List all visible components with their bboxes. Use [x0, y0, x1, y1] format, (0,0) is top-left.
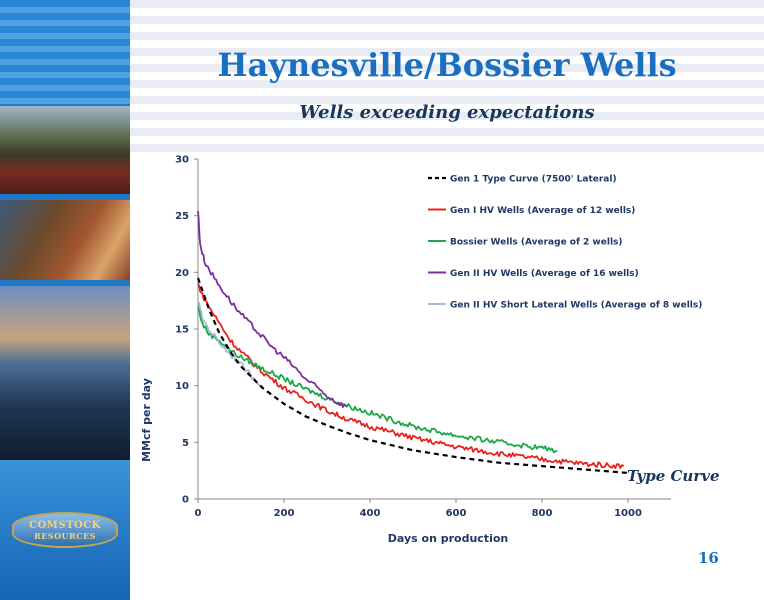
sidebar: COMSTOCK RESOURCES [0, 0, 130, 600]
decline-chart: 0 5 10 15 20 25 30 0 200 400 600 800 1000 Gen 1 Type… [140, 155, 720, 546]
logo-line-2: RESOURCES [34, 531, 96, 541]
y-axis-label: MMcf per day [140, 378, 153, 462]
y-tick-label: 30 [175, 155, 189, 166]
page-number: 16 [698, 549, 719, 567]
x-tick-label: 400 [360, 508, 381, 519]
logo-line-1: COMSTOCK [29, 520, 101, 531]
legend-label-2: Bossier Wells (Average of 2 wells) [450, 238, 623, 248]
x-tick-label: 800 [532, 508, 553, 519]
legend-label-4: Gen II HV Short Lateral Wells (Average o… [450, 301, 702, 311]
legend-label-0: Gen 1 Type Curve (7500' Lateral) [450, 175, 617, 185]
slide-subtitle: Wells exceeding expectations [299, 102, 595, 123]
series-line-2 [197, 306, 558, 454]
legend-label-1: Gen I HV Wells (Average of 12 wells) [450, 206, 635, 216]
series-line-3 [197, 210, 347, 408]
x-tick-label: 200 [274, 508, 295, 519]
comstock-logo: COMSTOCK RESOURCES [12, 512, 118, 548]
rig-worker-photo [0, 200, 130, 280]
y-tick-label: 20 [175, 268, 189, 279]
slide-title: Haynesville/Bossier Wells [217, 46, 677, 84]
y-tick-label: 15 [175, 325, 189, 336]
type-curve-annotation: Type Curve [627, 467, 720, 485]
series-line-0 [196, 277, 629, 474]
rig-lake-photo [0, 286, 130, 460]
y-tick-label: 0 [182, 495, 189, 506]
y-tick-label: 5 [182, 438, 189, 449]
x-axis-label: Days on production [388, 532, 508, 545]
series-line-1 [197, 282, 625, 470]
sidebar-stripes [0, 0, 130, 104]
x-tick-label: 1000 [614, 508, 642, 519]
x-tick-label: 600 [446, 508, 467, 519]
series-line-4 [197, 301, 263, 388]
chart-series [196, 210, 629, 474]
x-tick-label: 0 [195, 508, 202, 519]
header-stripes [130, 0, 764, 155]
rig-photo-forest [0, 106, 130, 194]
chart-legend: Gen 1 Type Curve (7500' Lateral) Gen I HV… [428, 175, 702, 311]
y-tick-label: 10 [175, 381, 189, 392]
legend-label-3: Gen II HV Wells (Average of 16 wells) [450, 269, 639, 279]
y-tick-label: 25 [175, 211, 189, 222]
